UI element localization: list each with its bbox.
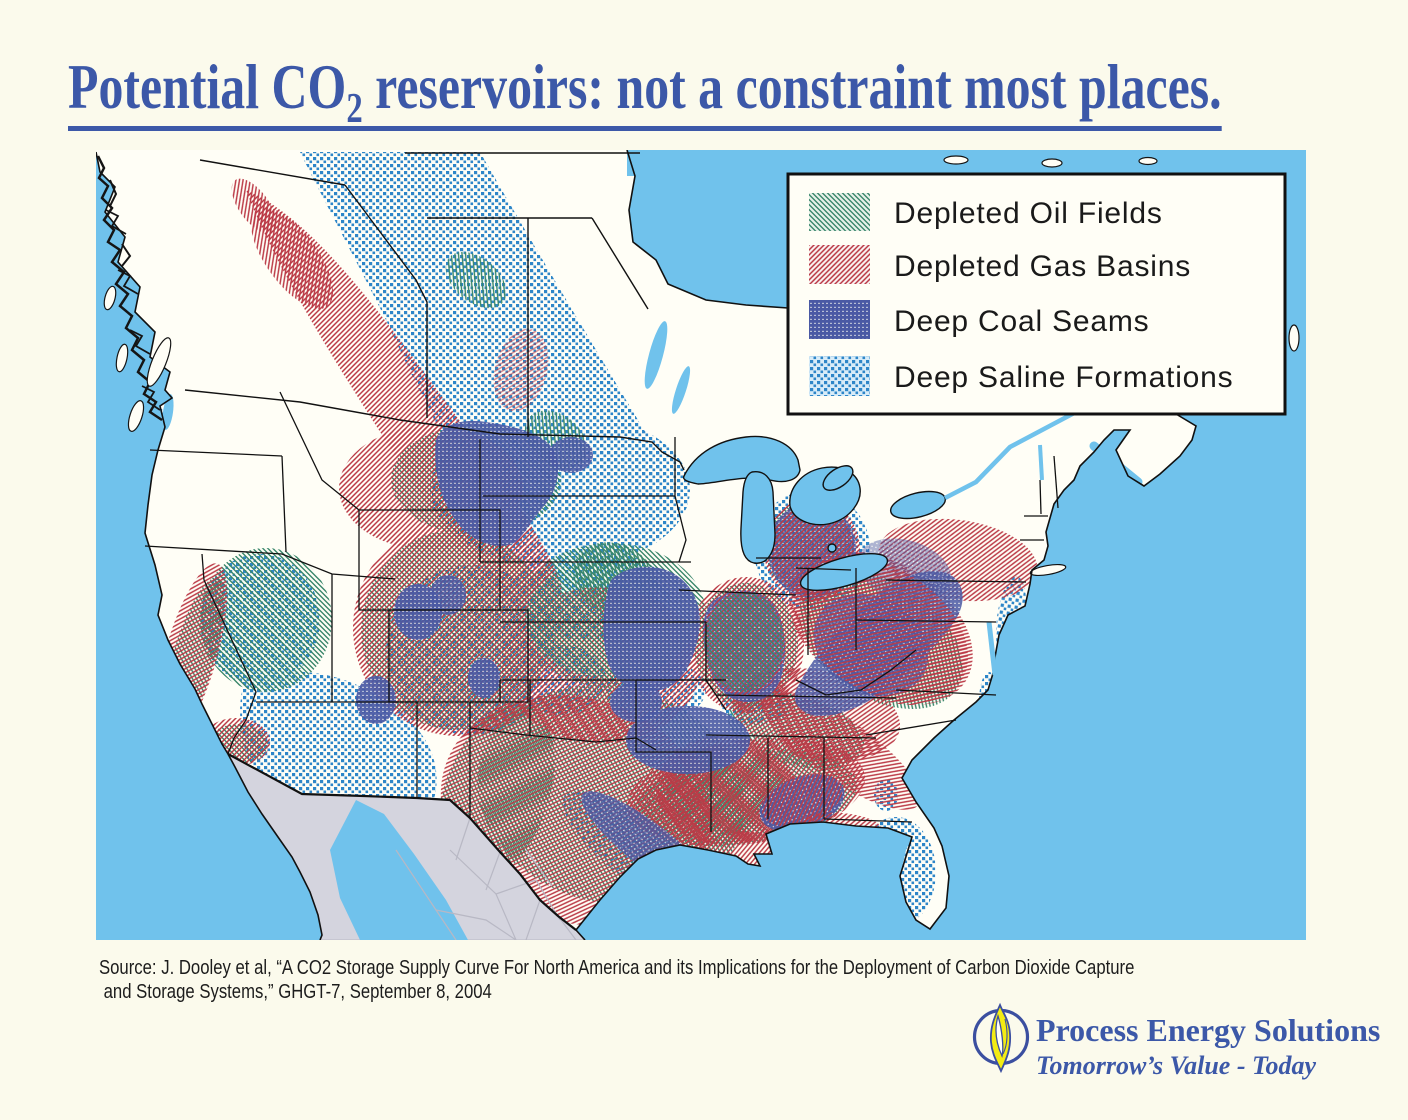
svg-text:Deep Saline Formations: Deep Saline Formations bbox=[894, 361, 1233, 394]
svg-text:Deep Coal Seams: Deep Coal Seams bbox=[894, 305, 1149, 338]
svg-text:Depleted Gas Basins: Depleted Gas Basins bbox=[894, 250, 1191, 283]
svg-text:Depleted Oil Fields: Depleted Oil Fields bbox=[894, 197, 1163, 230]
